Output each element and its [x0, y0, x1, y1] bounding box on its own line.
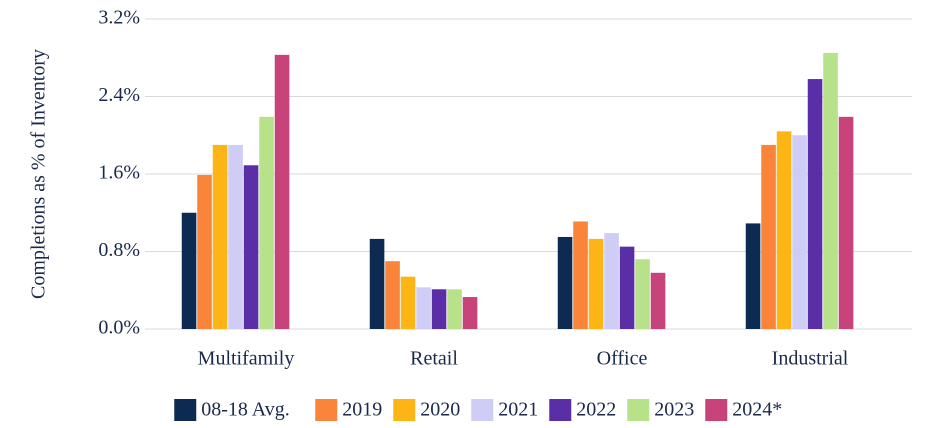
legend-label: 2020	[420, 399, 460, 421]
y-tick-label: 1.6%	[98, 162, 140, 184]
bar	[462, 297, 478, 329]
bar	[650, 272, 666, 329]
bar	[181, 212, 197, 329]
legend-swatch	[471, 399, 494, 421]
bar	[197, 174, 212, 329]
bar	[823, 52, 838, 329]
x-tick-label: Retail	[410, 348, 458, 370]
bar	[776, 131, 792, 329]
bar	[557, 236, 573, 329]
bar	[243, 165, 259, 329]
bar	[838, 116, 854, 329]
legend-swatch	[393, 399, 416, 421]
legend-label: 2021	[498, 399, 538, 421]
y-tick-label: 0.0%	[98, 317, 140, 339]
bar	[228, 144, 243, 329]
bar	[447, 289, 462, 329]
bar	[573, 221, 588, 329]
bar	[274, 54, 290, 329]
bar	[807, 79, 823, 329]
bar	[619, 246, 635, 329]
bar	[385, 261, 400, 329]
legend-label: 08-18 Avg.	[201, 399, 290, 421]
y-tick-label: 0.8%	[98, 239, 140, 261]
legend-swatch	[627, 399, 650, 421]
legend-label: 2019	[342, 399, 382, 421]
legend-swatch	[705, 399, 728, 421]
bar	[792, 135, 807, 329]
y-axis-title: Completions as % of Inventory	[28, 49, 50, 299]
bar	[635, 259, 650, 329]
bar	[212, 144, 228, 329]
bar	[431, 289, 447, 329]
y-tick-label: 2.4%	[98, 84, 140, 106]
x-tick-label: Industrial	[772, 348, 849, 370]
bar	[416, 287, 431, 329]
bar	[745, 223, 761, 329]
bar	[259, 116, 274, 329]
legend-label: 2022	[576, 399, 616, 421]
bar	[369, 238, 385, 329]
legend-label: 2024*	[732, 399, 782, 421]
legend-swatch	[549, 399, 572, 421]
legend-swatch	[174, 399, 197, 421]
bar	[761, 144, 776, 329]
x-tick-label: Office	[597, 348, 648, 370]
bar	[604, 233, 619, 329]
legend-swatch	[315, 399, 338, 421]
legend-label: 2023	[654, 399, 694, 421]
bar	[400, 276, 416, 329]
x-tick-label: Multifamily	[198, 348, 295, 370]
bar	[588, 238, 604, 329]
y-tick-label: 3.2%	[98, 7, 140, 29]
